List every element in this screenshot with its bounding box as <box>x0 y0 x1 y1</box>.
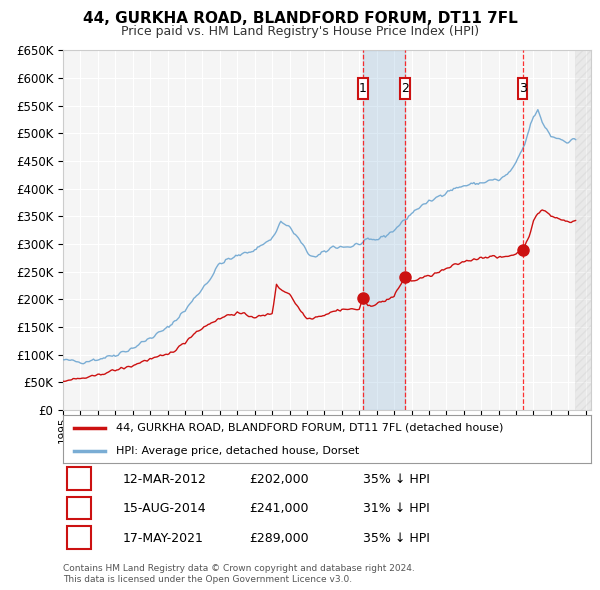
Text: 15-AUG-2014: 15-AUG-2014 <box>123 502 206 515</box>
FancyBboxPatch shape <box>358 78 368 100</box>
Text: This data is licensed under the Open Government Licence v3.0.: This data is licensed under the Open Gov… <box>63 575 352 584</box>
Text: 31% ↓ HPI: 31% ↓ HPI <box>363 502 430 515</box>
Text: £202,000: £202,000 <box>249 473 308 486</box>
Text: 2: 2 <box>401 83 409 96</box>
Text: £241,000: £241,000 <box>249 502 308 515</box>
Text: 2: 2 <box>75 502 83 514</box>
Text: 1: 1 <box>75 472 83 485</box>
Text: 1: 1 <box>359 83 367 96</box>
Bar <box>363 50 405 410</box>
Text: 35% ↓ HPI: 35% ↓ HPI <box>363 532 430 545</box>
Text: 3: 3 <box>518 83 526 96</box>
Text: 44, GURKHA ROAD, BLANDFORD FORUM, DT11 7FL: 44, GURKHA ROAD, BLANDFORD FORUM, DT11 7… <box>83 11 517 25</box>
Text: 44, GURKHA ROAD, BLANDFORD FORUM, DT11 7FL (detached house): 44, GURKHA ROAD, BLANDFORD FORUM, DT11 7… <box>116 423 503 433</box>
FancyBboxPatch shape <box>518 78 527 100</box>
Text: 35% ↓ HPI: 35% ↓ HPI <box>363 473 430 486</box>
Text: £289,000: £289,000 <box>249 532 308 545</box>
FancyBboxPatch shape <box>400 78 410 100</box>
Text: Price paid vs. HM Land Registry's House Price Index (HPI): Price paid vs. HM Land Registry's House … <box>121 25 479 38</box>
Text: HPI: Average price, detached house, Dorset: HPI: Average price, detached house, Dors… <box>116 446 359 456</box>
Text: 17-MAY-2021: 17-MAY-2021 <box>123 532 204 545</box>
Text: 3: 3 <box>75 531 83 544</box>
Text: 12-MAR-2012: 12-MAR-2012 <box>123 473 207 486</box>
Bar <box>575 50 591 410</box>
Text: Contains HM Land Registry data © Crown copyright and database right 2024.: Contains HM Land Registry data © Crown c… <box>63 565 415 573</box>
